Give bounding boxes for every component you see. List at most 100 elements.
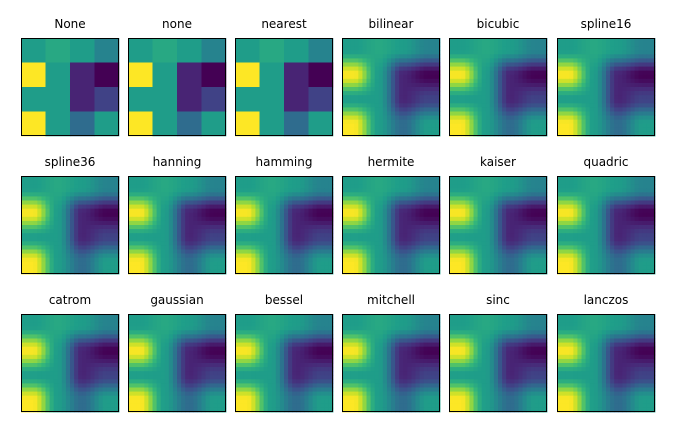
heatmap-cell <box>255 257 260 263</box>
heatmap-cell <box>342 62 347 67</box>
heatmap-cell <box>557 119 562 125</box>
heatmap-cell <box>156 237 162 242</box>
heatmap-cell <box>41 245 46 250</box>
heatmap-cell <box>213 180 219 185</box>
heatmap-cell <box>489 123 495 129</box>
heatmap-cell <box>275 200 281 205</box>
heatmap-cell <box>362 261 367 267</box>
heatmap-cell <box>585 66 591 72</box>
heatmap-cell <box>419 188 425 193</box>
heatmap-cell <box>606 99 611 104</box>
heatmap-cell <box>185 261 190 267</box>
heatmap-cell <box>415 216 420 222</box>
heatmap-cell <box>510 131 515 137</box>
heatmap-cell <box>247 257 252 263</box>
heatmap-cell <box>630 196 635 201</box>
heatmap-cell <box>320 188 326 193</box>
heatmap-cell <box>49 184 55 189</box>
heatmap-cell <box>638 212 644 218</box>
heatmap-cell <box>557 50 562 55</box>
heatmap-cell <box>213 261 219 267</box>
heatmap-cell <box>243 220 248 226</box>
heatmap-cell <box>399 127 404 133</box>
heatmap-cell <box>243 249 248 254</box>
heatmap-cell <box>205 265 211 271</box>
heatmap-cell <box>21 265 26 271</box>
heatmap-cell <box>185 229 190 234</box>
heatmap-cell <box>259 208 264 214</box>
heatmap-cell <box>251 212 256 218</box>
heatmap-cell <box>634 225 640 230</box>
heatmap-cell <box>542 91 548 96</box>
heatmap-cell <box>386 95 392 100</box>
heatmap-cell <box>185 265 190 271</box>
heatmap-cell <box>589 176 595 181</box>
heatmap-cell <box>362 200 367 205</box>
heatmap-cell <box>181 257 186 263</box>
heatmap-cell <box>382 62 388 67</box>
heatmap-cell <box>354 70 359 76</box>
heatmap-cell <box>618 216 623 222</box>
heatmap-cell <box>201 184 206 189</box>
heatmap-cell <box>263 188 269 193</box>
heatmap-cell <box>193 245 198 250</box>
heatmap-cell <box>181 188 186 193</box>
heatmap-cell <box>106 261 112 267</box>
heatmap-cell <box>304 233 309 238</box>
heatmap-cell <box>561 176 566 181</box>
heatmap-cell <box>530 253 536 259</box>
heatmap-cell <box>205 249 211 254</box>
heatmap-cell <box>638 131 644 137</box>
heatmap-cell <box>386 54 392 59</box>
heatmap-cell <box>573 204 578 210</box>
heatmap-cell <box>630 87 635 92</box>
heatmap-cell <box>526 99 532 104</box>
heatmap-cell <box>382 82 388 88</box>
heatmap-cell <box>284 249 289 254</box>
heatmap-cell <box>284 265 289 271</box>
heatmap-cell <box>431 253 437 259</box>
heatmap-cell <box>263 176 269 181</box>
heatmap-cell <box>82 237 87 242</box>
heatmap-cell <box>53 188 59 193</box>
heatmap-cell <box>296 245 301 250</box>
heatmap-cell <box>411 237 416 242</box>
heatmap-cell <box>213 249 219 254</box>
heatmap-cell <box>597 115 603 121</box>
heatmap-cell <box>61 188 67 193</box>
heatmap-cell <box>618 184 623 189</box>
heatmap-cell <box>181 253 186 259</box>
heatmap-cell <box>172 269 178 275</box>
heatmap-cell <box>489 87 495 92</box>
heatmap-cell <box>419 233 425 238</box>
heatmap-cell <box>49 253 55 259</box>
heatmap-cell <box>565 107 570 112</box>
heatmap-cell <box>415 91 420 96</box>
heatmap-cell <box>477 200 483 205</box>
heatmap-cell <box>542 220 548 226</box>
heatmap-cell <box>37 237 42 242</box>
heatmap-cell <box>239 212 244 218</box>
heatmap-cell <box>90 241 95 246</box>
heatmap-cell <box>205 229 211 234</box>
heatmap-cell <box>279 237 285 242</box>
heatmap-cell <box>638 107 644 112</box>
heatmap-cell <box>386 66 392 72</box>
heatmap-cell <box>618 127 623 133</box>
heatmap-cell <box>473 208 478 214</box>
heatmap-cell <box>128 192 133 197</box>
heatmap-cell <box>271 245 277 250</box>
heatmap-cell <box>610 188 615 193</box>
heatmap-cell <box>485 233 491 238</box>
heatmap-cell <box>82 192 87 197</box>
heatmap-cell <box>391 127 396 133</box>
heatmap-cell <box>522 216 527 222</box>
heatmap-cell <box>197 192 202 197</box>
heatmap-cell <box>57 245 63 250</box>
heatmap-cell <box>526 95 532 100</box>
heatmap-cell <box>489 269 495 275</box>
heatmap-cell <box>630 74 635 80</box>
heatmap-cell <box>374 180 380 185</box>
heatmap-cell <box>415 249 420 254</box>
heatmap-cell <box>622 111 627 116</box>
